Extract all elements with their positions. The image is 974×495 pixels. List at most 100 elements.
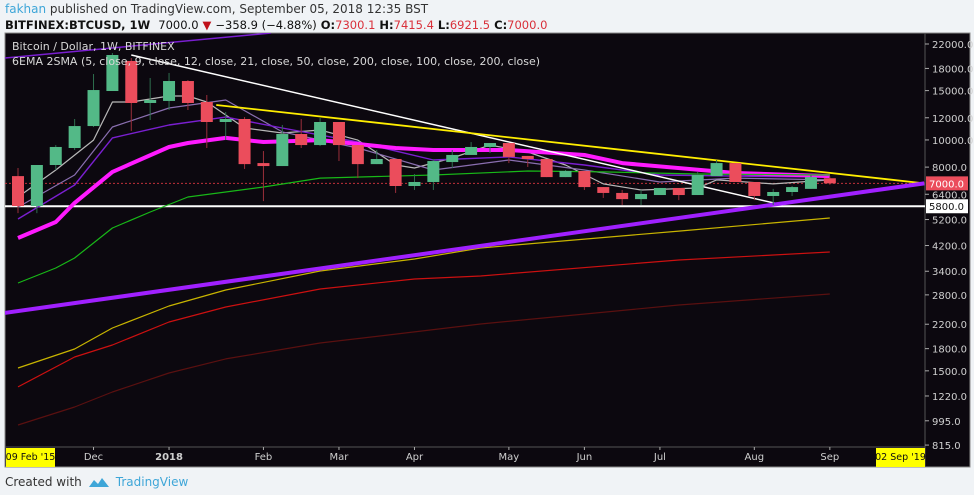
high-label: H:	[379, 18, 394, 32]
candle-body	[163, 81, 176, 101]
candle[interactable]	[540, 159, 553, 178]
symbol-label: BITFINEX:BTCUSD, 1W	[5, 18, 151, 32]
range-end-date: 02 Sep '19	[875, 452, 926, 463]
candle[interactable]	[616, 189, 629, 205]
candle-body	[446, 154, 459, 163]
y-tick-label: 4200.0	[932, 242, 967, 253]
x-tick-label: Mar	[330, 452, 350, 463]
trendline-descending-resistance[interactable]	[131, 54, 783, 206]
candle-body	[408, 181, 421, 186]
candle-body	[30, 165, 43, 207]
x-tick-label: Aug	[745, 452, 765, 463]
candle-body	[49, 146, 62, 166]
candle[interactable]	[12, 168, 24, 214]
candle-body	[68, 126, 81, 149]
candle[interactable]	[87, 74, 100, 128]
candle[interactable]	[635, 189, 648, 205]
candle[interactable]	[653, 187, 666, 196]
y-tick-label: 6400.0	[932, 190, 967, 201]
candle[interactable]	[559, 169, 572, 178]
candle[interactable]	[68, 118, 81, 150]
chart-background	[4, 32, 971, 468]
candle[interactable]	[125, 58, 138, 131]
candle-body	[635, 193, 648, 200]
candle[interactable]	[767, 188, 780, 205]
candle[interactable]	[295, 118, 308, 149]
candle[interactable]	[465, 142, 478, 155]
last-price-tag: 7000.0	[929, 179, 964, 190]
indicator-legend[interactable]: 6EMA 2SMA (5, close, 9, close, 12, close…	[12, 55, 541, 68]
x-tick-label: Jul	[653, 452, 666, 463]
tradingview-link[interactable]: TradingView	[115, 475, 189, 489]
candle-body	[219, 118, 232, 122]
candle[interactable]	[144, 77, 157, 121]
x-tick-label: Dec	[84, 452, 103, 463]
candle[interactable]	[502, 143, 515, 164]
candle[interactable]	[276, 124, 289, 167]
candle[interactable]	[484, 143, 496, 154]
price-change: −358.9 (−4.88%)	[215, 18, 317, 32]
candle[interactable]	[748, 181, 761, 201]
candle[interactable]	[257, 151, 270, 202]
range-end-date-bg	[876, 448, 925, 467]
candle[interactable]	[332, 121, 345, 162]
ma-line-sma-100	[17, 251, 830, 388]
y-tick-label: 15000.0	[932, 87, 973, 98]
open-value: 7300.1	[335, 18, 376, 32]
candle-body	[767, 192, 780, 196]
y-tick-label: 815.0	[932, 441, 961, 452]
candle[interactable]	[351, 145, 364, 179]
low-label: L:	[437, 18, 450, 32]
candle[interactable]	[389, 159, 402, 193]
y-tick-label: 2800.0	[932, 291, 967, 302]
candle-body	[314, 121, 327, 146]
last-price-tag-bg	[926, 176, 968, 191]
candle[interactable]	[106, 53, 119, 92]
publish-text: published on TradingView.com, September …	[49, 2, 429, 16]
candle[interactable]	[710, 160, 723, 177]
candle-body	[200, 101, 213, 122]
candle-body	[332, 121, 345, 146]
candle[interactable]	[578, 170, 591, 190]
candle[interactable]	[219, 112, 232, 141]
candle-body	[106, 54, 119, 92]
y-tick-label: 2200.0	[932, 320, 967, 331]
candle[interactable]	[314, 117, 327, 147]
x-tick-label: 2018	[155, 452, 183, 463]
candle[interactable]	[49, 145, 62, 170]
candle-body	[729, 163, 742, 182]
trendline-ascending-support[interactable]	[5, 181, 925, 315]
candle[interactable]	[446, 149, 459, 169]
y-tick-label: 8000.0	[932, 163, 967, 174]
candle[interactable]	[238, 117, 251, 169]
candle-body	[87, 90, 100, 127]
candle[interactable]	[786, 185, 799, 196]
candle-body	[672, 187, 685, 196]
trendline-ascending-channel-top[interactable]	[5, 33, 272, 59]
candle[interactable]	[30, 165, 43, 214]
tradingview-logo-icon	[88, 478, 109, 487]
candle-body	[465, 146, 478, 155]
candle[interactable]	[672, 187, 685, 201]
candle[interactable]	[408, 173, 421, 190]
footer: Created with TradingView	[5, 475, 188, 489]
author-link[interactable]: fakhan	[5, 2, 47, 16]
candle[interactable]	[200, 94, 213, 149]
y-tick-label: 995.0	[932, 417, 961, 428]
candle-body	[427, 161, 440, 182]
candle-body	[710, 163, 723, 177]
candle[interactable]	[181, 80, 194, 111]
candle[interactable]	[804, 174, 817, 189]
candle[interactable]	[597, 187, 610, 198]
range-start-date: 09 Feb '15	[6, 452, 56, 463]
candle[interactable]	[729, 163, 742, 182]
trendline-descending-trendline[interactable]	[216, 104, 925, 185]
candle[interactable]	[521, 155, 534, 167]
candle[interactable]	[427, 159, 440, 190]
support-price-tag: 5800.0	[929, 202, 964, 213]
candle[interactable]	[691, 171, 704, 196]
candle[interactable]	[823, 176, 836, 185]
candle[interactable]	[370, 149, 383, 165]
candle[interactable]	[163, 72, 176, 111]
